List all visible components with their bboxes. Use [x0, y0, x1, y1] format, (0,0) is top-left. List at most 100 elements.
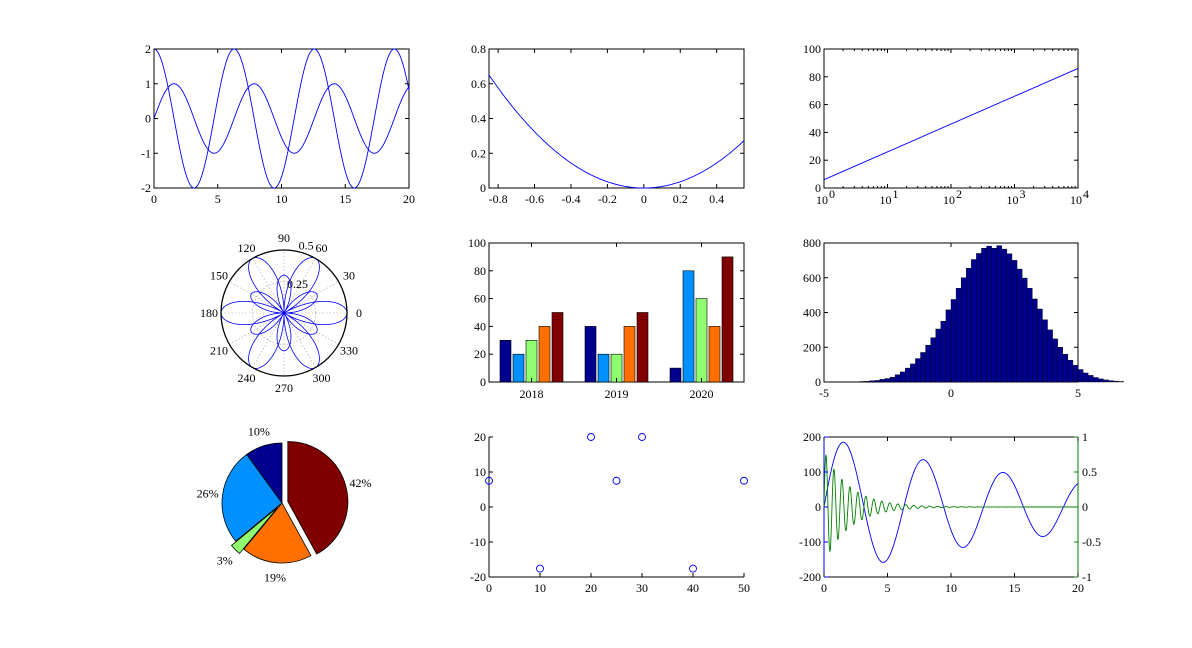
histogram-bar [1082, 372, 1089, 383]
histogram-bar [1006, 253, 1013, 383]
x-tick-exponent: 1 [893, 187, 899, 201]
scatter-point [740, 476, 748, 485]
histogram-bar [1047, 329, 1053, 383]
bar [538, 326, 551, 383]
x-tick-label: 40 [687, 581, 699, 595]
x-tick-label: 15 [1009, 581, 1021, 595]
histogram-bar [955, 287, 962, 383]
y-tick-label: 40 [809, 125, 821, 139]
histogram-bar [1021, 277, 1028, 383]
right-y-tick-label: 0 [1082, 500, 1088, 514]
histogram-bar [981, 248, 987, 383]
y-tick-label: -2 [141, 181, 151, 195]
series-line-left [823, 441, 1079, 563]
histogram-bar [1098, 378, 1104, 383]
y-tick-label: 0 [815, 181, 821, 195]
histogram-bar [1016, 268, 1023, 383]
histogram-bar [1032, 298, 1038, 383]
x-tick-label: 2018 [520, 387, 544, 401]
x-tick-label: 0.4 [709, 192, 724, 206]
subplot-polar: 0 30 60 90 120 150 180 210 240 270 300 330 0.25 0.5 [200, 231, 362, 395]
histogram-bar [1001, 248, 1008, 383]
left-y-tick-label: -100 [799, 535, 821, 549]
series-line [488, 74, 745, 189]
histogram-bar [1037, 308, 1043, 383]
pie-slice [230, 506, 279, 555]
bar [597, 353, 610, 383]
pie-slice [243, 502, 312, 564]
polar-angle-label: 90 [278, 231, 290, 245]
polar-angle-label: 30 [343, 269, 355, 283]
x-tick-label: 10 [943, 193, 955, 207]
x-tick-label: -0.6 [525, 192, 544, 206]
histogram-bar [1113, 380, 1119, 383]
histogram-bar [966, 267, 972, 383]
x-tick-exponent: 2 [956, 187, 962, 201]
histogram-bar [1042, 319, 1048, 383]
histogram-bar [879, 379, 886, 383]
bar [669, 367, 682, 383]
pie-label: 19% [264, 571, 286, 585]
y-tick-label: 1 [145, 77, 151, 91]
series-line-right [823, 454, 1078, 553]
histogram-bar [935, 328, 942, 383]
histogram-bar [900, 371, 906, 383]
bar [584, 326, 597, 383]
bar [708, 326, 721, 383]
polar-angle-label: 180 [200, 306, 218, 320]
y-tick-label: 0.8 [471, 42, 486, 56]
polar-series [250, 274, 318, 352]
bar [512, 353, 525, 383]
histogram-bar [915, 358, 921, 383]
histogram-bar [976, 253, 982, 383]
y-tick-label: 2 [145, 42, 151, 56]
bar [551, 312, 564, 383]
histogram-bar [940, 320, 947, 383]
x-tick-label: 10 [945, 581, 957, 595]
x-tick-label: 0.2 [673, 192, 688, 206]
y-tick-label: 0.6 [471, 77, 486, 91]
polar-angle-label: 0 [356, 306, 362, 320]
x-tick-label: 2019 [605, 387, 629, 401]
histogram-bar [905, 367, 911, 383]
histogram-bar [1118, 381, 1124, 383]
scatter-point [587, 433, 595, 441]
right-y-tick-label: 0.5 [1082, 465, 1097, 479]
scatter-point [536, 564, 544, 573]
pie-label: 10% [248, 425, 270, 439]
histogram-bar [1087, 375, 1094, 383]
bar [525, 339, 538, 383]
x-tick-label: 15 [339, 192, 351, 206]
scatter-point [638, 433, 646, 441]
pie-label: 26% [197, 487, 219, 501]
y-tick-label: 100 [468, 236, 486, 250]
x-tick-label: 0 [151, 192, 157, 206]
x-tick-label: 20 [403, 192, 415, 206]
scatter-point [689, 564, 697, 573]
y-tick-label: 100 [803, 42, 821, 56]
bar [721, 256, 734, 383]
subplot-scatter: 0 10 20 30 40 50 20 10 0 -10 -20 [470, 430, 750, 595]
y-tick-label: 0 [145, 112, 151, 126]
left-y-tick-label: -200 [799, 570, 821, 584]
y-tick-label: -20 [470, 570, 486, 584]
x-tick-label: 10 [880, 193, 892, 207]
x-tick-label: 10 [1007, 193, 1019, 207]
x-tick-label: -0.2 [598, 192, 617, 206]
y-tick-label: 0.2 [471, 146, 486, 160]
histogram-bar [894, 374, 901, 383]
bar [499, 339, 512, 383]
x-tick-label: 5 [885, 581, 891, 595]
histogram-bar [1103, 379, 1109, 383]
histogram-bar [925, 344, 931, 383]
bar [610, 353, 623, 383]
x-tick-label: 30 [636, 581, 648, 595]
scatter-point [485, 476, 493, 485]
histogram-bar [889, 376, 896, 383]
y-tick-label: 20 [809, 153, 821, 167]
x-tick-label: 10 [1070, 193, 1082, 207]
